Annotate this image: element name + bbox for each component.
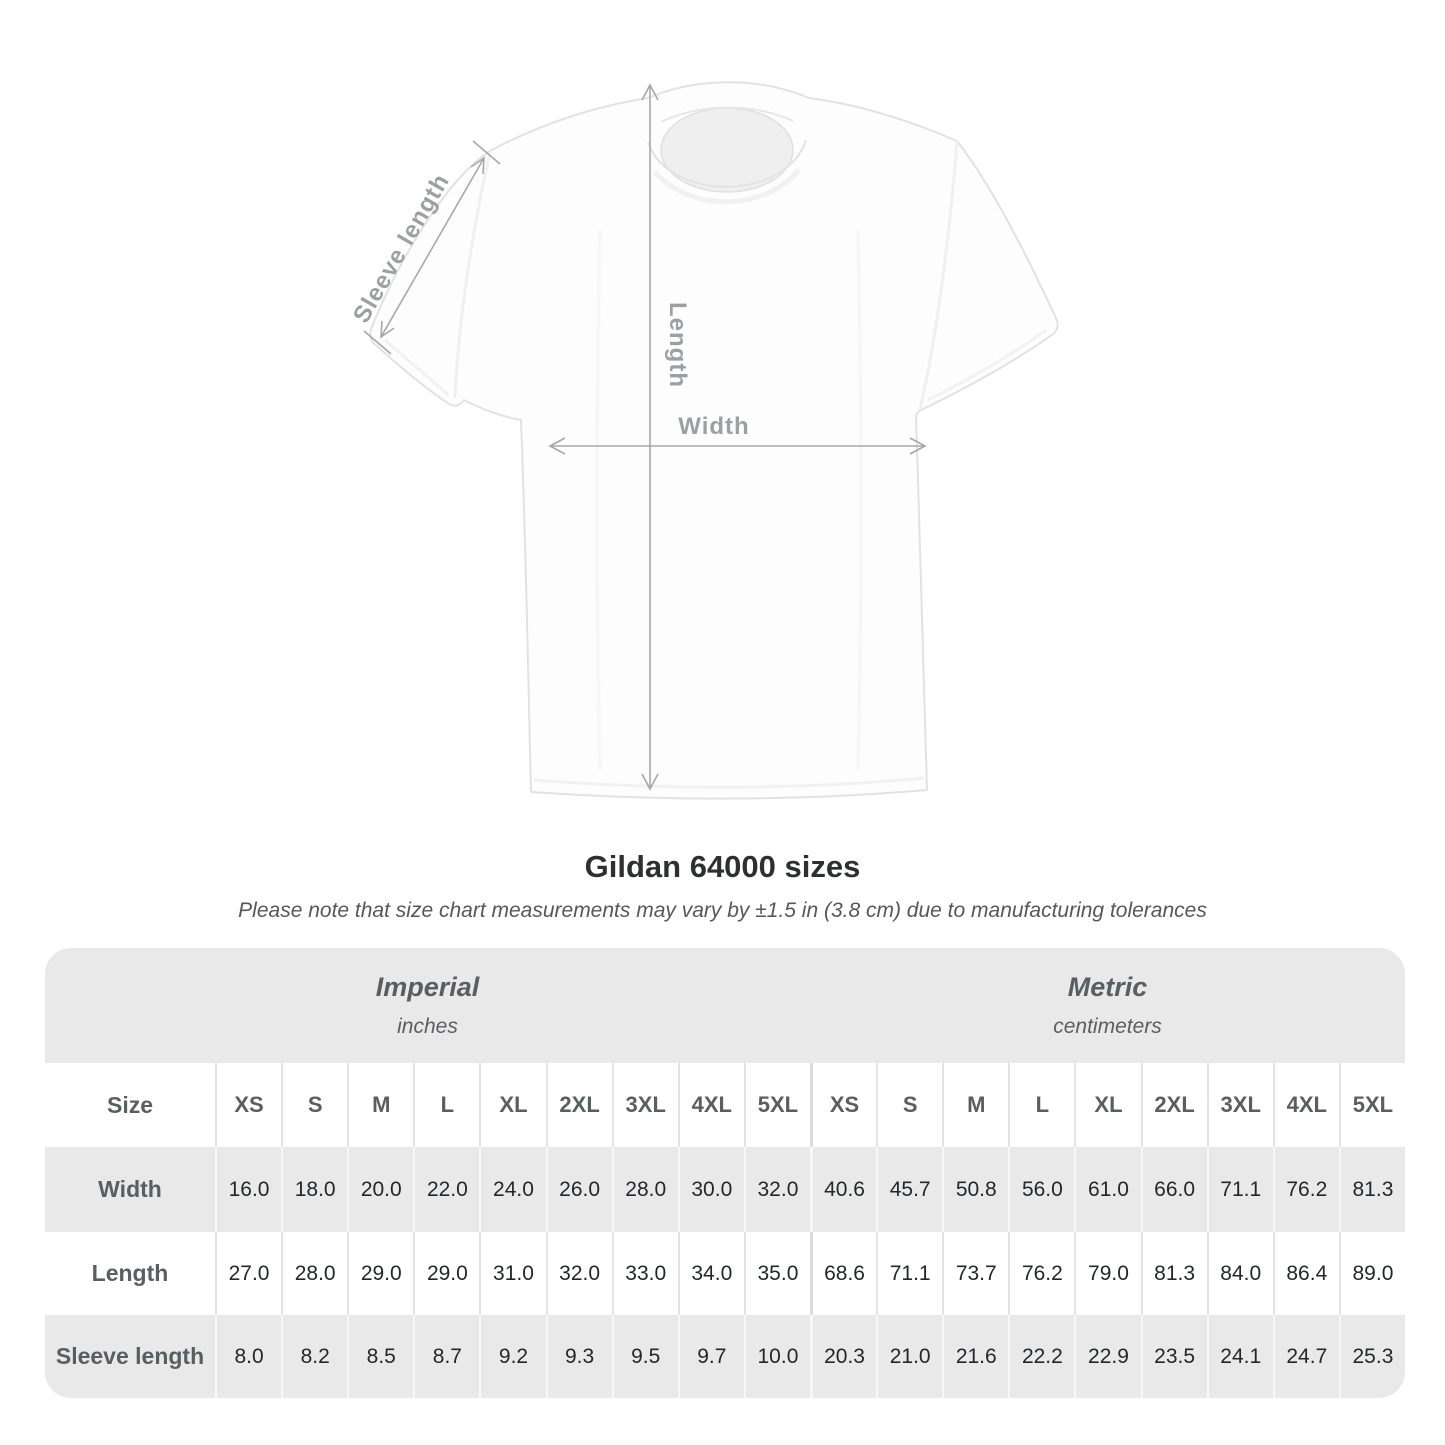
metric-unit: centimeters bbox=[1053, 1015, 1162, 1038]
metric-header: Metric centimeters bbox=[810, 948, 1405, 1063]
row-label: Length bbox=[45, 1232, 215, 1315]
imperial-value-cell: 28.0 bbox=[281, 1232, 348, 1315]
metric-value-cell: 21.0 bbox=[876, 1315, 943, 1398]
imperial-value-cell: 29.0 bbox=[347, 1232, 414, 1315]
metric-value-cell: 84.0 bbox=[1206, 1232, 1273, 1315]
metric-value-cell: 40.6 bbox=[810, 1147, 877, 1232]
imperial-size-header: L bbox=[413, 1063, 480, 1147]
metric-value-cell: 66.0 bbox=[1140, 1147, 1207, 1232]
metric-title: Metric bbox=[1067, 972, 1148, 1002]
metric-value-cell: 50.8 bbox=[942, 1147, 1009, 1232]
row-label: Width bbox=[45, 1147, 215, 1232]
imperial-value-cell: 27.0 bbox=[215, 1232, 282, 1315]
metric-value-cell: 61.0 bbox=[1074, 1147, 1141, 1232]
measurement-arrows bbox=[363, 83, 927, 791]
row-label: Sleeve length bbox=[45, 1315, 215, 1398]
imperial-header: Imperial inches bbox=[45, 948, 810, 1063]
imperial-size-header: S bbox=[281, 1063, 348, 1147]
size-column-header: Size bbox=[45, 1063, 215, 1147]
metric-size-header: 5XL bbox=[1338, 1063, 1405, 1147]
tshirt-diagram: Sleeve length Length Width bbox=[348, 81, 1059, 800]
imperial-value-cell: 28.0 bbox=[611, 1147, 678, 1232]
tshirt-silhouette bbox=[369, 81, 1059, 800]
collar-opening bbox=[660, 107, 794, 193]
metric-value-cell: 81.3 bbox=[1338, 1147, 1405, 1232]
metric-value-cell: 86.4 bbox=[1272, 1232, 1339, 1315]
metric-value-cell: 89.0 bbox=[1338, 1232, 1405, 1315]
sleeve-arrow-line bbox=[380, 157, 485, 338]
tolerance-note: Please note that size chart measurements… bbox=[238, 899, 1207, 922]
metric-size-header: S bbox=[876, 1063, 943, 1147]
imperial-value-cell: 20.0 bbox=[347, 1147, 414, 1232]
imperial-value-cell: 30.0 bbox=[677, 1147, 744, 1232]
imperial-size-header: 5XL bbox=[743, 1063, 810, 1147]
imperial-value-cell: 31.0 bbox=[479, 1232, 546, 1315]
metric-value-cell: 71.1 bbox=[876, 1232, 943, 1315]
imperial-value-cell: 9.3 bbox=[545, 1315, 612, 1398]
imperial-value-cell: 26.0 bbox=[545, 1147, 612, 1232]
metric-value-cell: 68.6 bbox=[810, 1232, 877, 1315]
metric-size-header: XL bbox=[1074, 1063, 1141, 1147]
imperial-value-cell: 29.0 bbox=[413, 1232, 480, 1315]
imperial-value-cell: 8.7 bbox=[413, 1315, 480, 1398]
imperial-value-cell: 9.2 bbox=[479, 1315, 546, 1398]
metric-size-header: XS bbox=[810, 1063, 877, 1147]
length-diagram-label: Length bbox=[664, 302, 691, 388]
metric-value-cell: 73.7 bbox=[942, 1232, 1009, 1315]
imperial-value-cell: 8.0 bbox=[215, 1315, 282, 1398]
imperial-value-cell: 32.0 bbox=[545, 1232, 612, 1315]
metric-size-header: 3XL bbox=[1206, 1063, 1273, 1147]
imperial-value-cell: 34.0 bbox=[677, 1232, 744, 1315]
metric-size-header: M bbox=[942, 1063, 1009, 1147]
imperial-value-cell: 9.5 bbox=[611, 1315, 678, 1398]
metric-size-header: 4XL bbox=[1272, 1063, 1339, 1147]
metric-value-cell: 22.2 bbox=[1008, 1315, 1075, 1398]
imperial-value-cell: 33.0 bbox=[611, 1232, 678, 1315]
page-title: Gildan 64000 sizes bbox=[584, 849, 861, 884]
imperial-title: Imperial bbox=[375, 972, 480, 1002]
metric-value-cell: 81.3 bbox=[1140, 1232, 1207, 1315]
imperial-value-cell: 24.0 bbox=[479, 1147, 546, 1232]
metric-value-cell: 24.7 bbox=[1272, 1315, 1339, 1398]
metric-value-cell: 21.6 bbox=[942, 1315, 1009, 1398]
imperial-value-cell: 9.7 bbox=[677, 1315, 744, 1398]
imperial-size-header: 3XL bbox=[611, 1063, 678, 1147]
imperial-value-cell: 8.2 bbox=[281, 1315, 348, 1398]
imperial-unit: inches bbox=[397, 1015, 458, 1038]
imperial-value-cell: 18.0 bbox=[281, 1147, 348, 1232]
imperial-size-header: XL bbox=[479, 1063, 546, 1147]
imperial-value-cell: 10.0 bbox=[743, 1315, 810, 1398]
metric-value-cell: 23.5 bbox=[1140, 1315, 1207, 1398]
metric-value-cell: 79.0 bbox=[1074, 1232, 1141, 1315]
size-table: Imperial inches Metric centimeters Size X… bbox=[45, 948, 1405, 1398]
imperial-value-cell: 35.0 bbox=[743, 1232, 810, 1315]
imperial-value-cell: 32.0 bbox=[743, 1147, 810, 1232]
imperial-value-cell: 22.0 bbox=[413, 1147, 480, 1232]
metric-value-cell: 56.0 bbox=[1008, 1147, 1075, 1232]
metric-value-cell: 20.3 bbox=[810, 1315, 877, 1398]
imperial-size-header: M bbox=[347, 1063, 414, 1147]
metric-value-cell: 76.2 bbox=[1008, 1232, 1075, 1315]
imperial-size-header: 2XL bbox=[545, 1063, 612, 1147]
imperial-size-header: 4XL bbox=[677, 1063, 744, 1147]
metric-value-cell: 22.9 bbox=[1074, 1315, 1141, 1398]
metric-value-cell: 76.2 bbox=[1272, 1147, 1339, 1232]
metric-size-header: 2XL bbox=[1140, 1063, 1207, 1147]
metric-value-cell: 45.7 bbox=[876, 1147, 943, 1232]
metric-value-cell: 25.3 bbox=[1338, 1315, 1405, 1398]
imperial-value-cell: 8.5 bbox=[347, 1315, 414, 1398]
metric-value-cell: 71.1 bbox=[1206, 1147, 1273, 1232]
metric-size-header: L bbox=[1008, 1063, 1075, 1147]
imperial-size-header: XS bbox=[215, 1063, 282, 1147]
width-diagram-label: Width bbox=[678, 413, 749, 440]
imperial-value-cell: 16.0 bbox=[215, 1147, 282, 1232]
metric-value-cell: 24.1 bbox=[1206, 1315, 1273, 1398]
